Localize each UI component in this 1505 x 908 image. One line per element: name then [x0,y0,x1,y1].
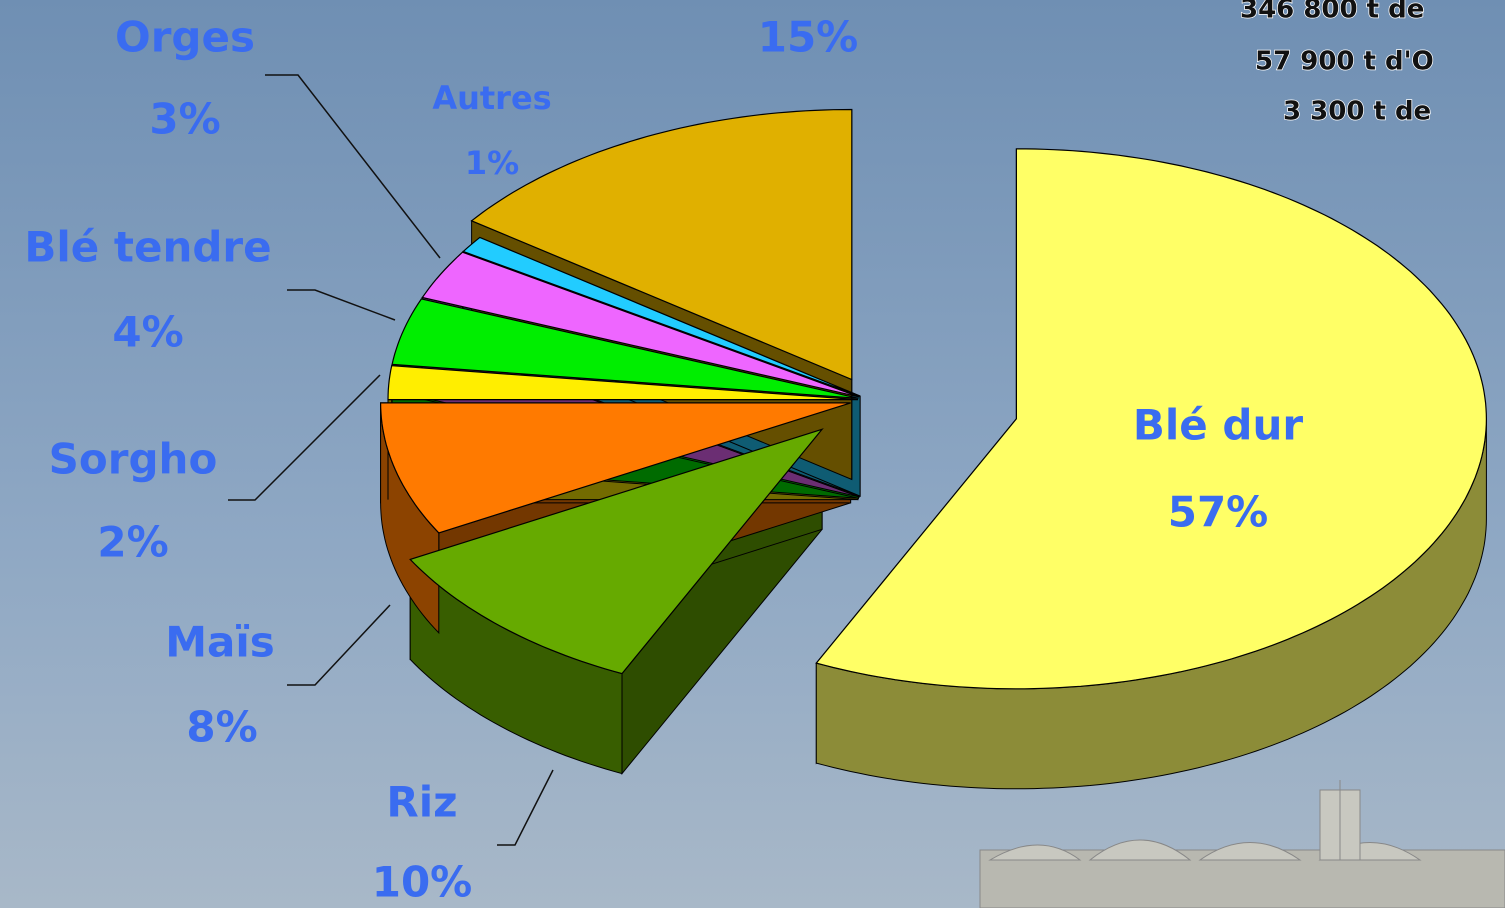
annotation: 346 800 t de [1240,0,1424,25]
value-label: 1% [465,144,519,182]
annotation: 3 300 t de [1283,97,1431,127]
slice [421,251,860,398]
value-label: 2% [97,518,168,567]
leader-lines [228,74,554,846]
slice [462,236,861,397]
annotation: 57 900 t d'O [1255,47,1434,77]
value-label: 3% [149,95,220,144]
silos [979,780,1505,908]
category-label: Blé dur [1133,401,1303,450]
category-label: Maïs [165,618,275,667]
value-label: 8% [186,703,257,752]
pie [379,108,1488,790]
slice [387,365,859,401]
slice [815,148,1488,690]
slice [391,298,859,399]
value-label: 4% [112,308,183,357]
category-label: Blé tendre [24,223,271,272]
slice [409,428,824,675]
slice [379,402,851,534]
slice [470,108,853,381]
labels: Blé dur 57% Riz 10% Maïs 8% Sorgho 2% Blé tendre… [24,13,1303,907]
category-label: Autres [432,79,551,117]
category-label: Sorgho [49,435,218,484]
category-label: Riz [386,778,457,827]
category-label: Orges [115,13,255,62]
value-label: 15% [758,13,859,62]
value-label: 10% [372,858,473,907]
value-label: 57% [1168,488,1269,537]
